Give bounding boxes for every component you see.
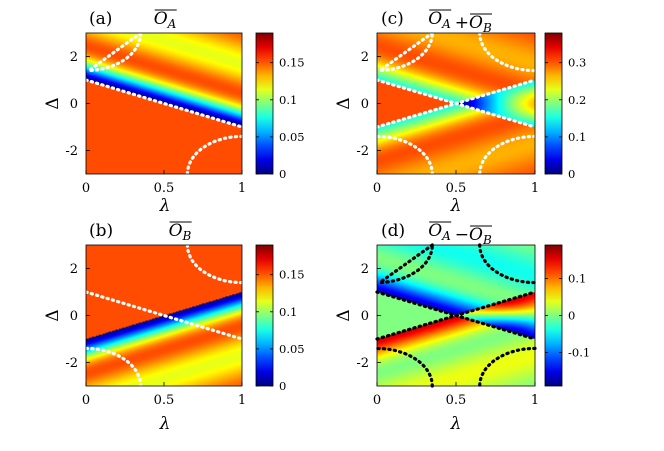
x-tick-label: 1	[531, 393, 539, 408]
boundary-arc-bottom-left	[84, 346, 143, 388]
chart-panel: 0 0.5 1 -2 0 2 λ Δ (d) OA −OB 0.1 0 -0.1	[334, 221, 590, 434]
panel-title: OB	[169, 221, 192, 243]
x-axis-label: λ	[450, 196, 462, 216]
y-axis-label: Δ	[43, 309, 63, 321]
y-tick-label: 0	[70, 309, 78, 324]
chart-panel: 0 0.5 1 -2 0 2 λ Δ (a) OA 0 0.05 0.1 0.15	[43, 9, 305, 216]
boundary-arc-top-left	[83, 31, 143, 73]
colorbar-tick-label: 0.15	[279, 56, 305, 70]
boundary-line-descending	[84, 78, 244, 129]
x-tick-label: 0	[373, 393, 381, 408]
colorbar-tick-label: -0.1	[568, 346, 590, 360]
y-tick-label: 2	[70, 262, 78, 277]
x-tick-label: 0.5	[446, 181, 467, 196]
colorbar	[544, 32, 563, 175]
panel-label: (a)	[89, 9, 112, 29]
colorbar-tick-label: 0.05	[279, 342, 305, 356]
boundary-line-ascending	[375, 290, 537, 341]
colorbar-tick-label: 0.2	[568, 93, 586, 107]
boundary-arc-bottom-left	[375, 134, 434, 176]
boundary-arc-top-left	[374, 243, 434, 285]
y-tick-label: -2	[356, 144, 369, 159]
panel-label: (b)	[89, 221, 113, 241]
boundary-arc-bottom-right	[478, 134, 537, 176]
panel-title: OA +OB	[428, 9, 492, 35]
colorbar-tick-label: 0.1	[279, 305, 297, 319]
y-tick-label: 2	[361, 50, 369, 65]
boundary-arc-top-right	[478, 243, 537, 285]
y-tick-label: 2	[70, 50, 78, 65]
boundary-arc-top-left	[374, 31, 434, 73]
y-tick-label: -2	[65, 356, 78, 371]
x-tick-label: 0.5	[154, 181, 175, 196]
chart-panel: 0 0.5 1 -2 0 2 λ Δ (b) OB 0 0.05 0.1 0.15	[43, 221, 305, 434]
chart-panel: 0 0.5 1 -2 0 2 λ Δ (c) OA +OB 0 0.1 0.2 0.3	[334, 9, 586, 216]
panel-label: (d)	[381, 221, 405, 241]
panel-title: OA −OB	[428, 221, 492, 247]
y-axis-label: Δ	[334, 97, 354, 109]
x-tick-label: 0.5	[446, 393, 467, 408]
colorbar-tick-label: 0.1	[279, 93, 297, 107]
boundary-arc-top-right	[478, 31, 537, 73]
y-tick-label: 0	[70, 97, 78, 112]
colorbar-tick-label: 0	[279, 379, 286, 393]
colorbar-tick-label: 0.15	[279, 268, 305, 282]
x-tick-label: 0	[82, 181, 90, 196]
colorbar-tick-label: 0	[568, 309, 575, 323]
x-tick-label: 1	[531, 181, 539, 196]
y-tick-label: 0	[361, 309, 369, 324]
colorbar-tick-label: 0	[279, 167, 286, 181]
boundary-arc-bottom-right	[478, 346, 537, 388]
colorbar-tick-label: 0	[568, 167, 575, 181]
panel-label: (c)	[381, 9, 404, 29]
boundary-arc-top-right	[185, 243, 244, 285]
x-axis-label: λ	[159, 196, 171, 216]
colorbar-tick-label: 0.1	[568, 271, 586, 285]
boundary-line-descending	[84, 290, 244, 341]
x-tick-label: 1	[238, 181, 246, 196]
x-tick-label: 0.5	[154, 393, 175, 408]
y-axis-label: Δ	[334, 309, 354, 321]
panel-title: OA	[154, 9, 177, 31]
colorbar-tick-label: 0.1	[568, 130, 586, 144]
boundary-arc-bottom-right	[185, 134, 244, 176]
colorbar	[255, 244, 274, 387]
y-tick-label: 2	[361, 262, 369, 277]
boundary-arc-bottom-left	[375, 346, 434, 388]
y-axis-label: Δ	[43, 97, 63, 109]
y-tick-label: -2	[65, 144, 78, 159]
colorbar	[255, 32, 274, 175]
x-axis-label: λ	[450, 414, 462, 434]
colorbar-tick-label: 0.05	[279, 130, 305, 144]
x-tick-label: 0	[82, 393, 90, 408]
x-tick-label: 0	[373, 181, 381, 196]
y-tick-label: 0	[361, 97, 369, 112]
colorbar-tick-label: 0.3	[568, 56, 586, 70]
x-axis-label: λ	[159, 414, 171, 434]
boundary-line-ascending	[375, 78, 537, 129]
y-tick-label: -2	[356, 356, 369, 371]
x-tick-label: 1	[238, 393, 246, 408]
